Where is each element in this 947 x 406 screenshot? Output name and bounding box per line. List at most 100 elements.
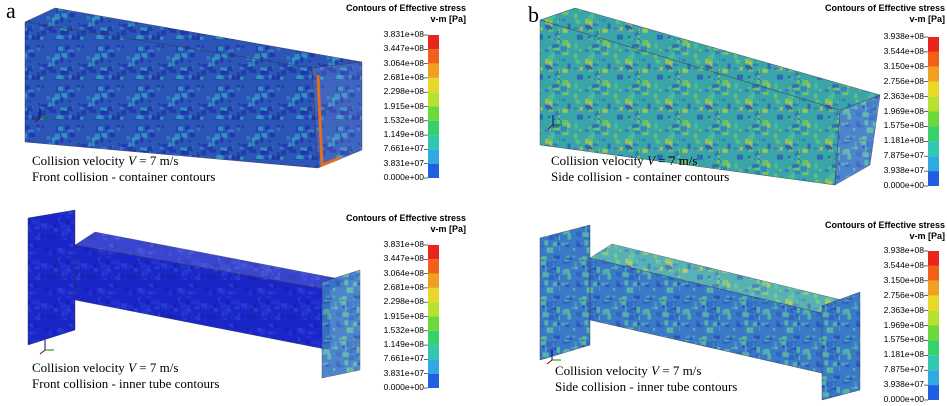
caption-line: Front collision - inner tube contours <box>32 376 219 392</box>
caption-line: Collision velocity V = 7 m/s <box>32 153 215 169</box>
color-segment <box>428 359 439 373</box>
legend-unit: v-m [Pa] <box>430 224 466 234</box>
legend-tick: 1.532e+08 <box>364 115 424 125</box>
figure: abContours of Effective stressv-m [Pa]3.… <box>0 0 947 406</box>
color-segment <box>428 274 439 288</box>
color-segment <box>928 281 939 296</box>
surface <box>540 225 590 360</box>
legend-title: Contours of Effective stress <box>825 220 945 230</box>
legend-tick: 3.831e+08 <box>364 239 424 249</box>
color-segment <box>428 317 439 331</box>
caption-variable: V <box>128 360 136 375</box>
color-segment <box>428 121 439 135</box>
caption-line: Collision velocity V = 7 m/s <box>32 360 219 376</box>
surface <box>822 292 860 400</box>
legend-tick: 1.575e+08 <box>864 334 924 344</box>
caption-text: = 7 m/s <box>662 363 701 378</box>
color-segment <box>928 326 939 341</box>
axis-icon <box>40 350 45 354</box>
color-segment <box>428 49 439 63</box>
axis-icon <box>547 360 552 364</box>
surface <box>322 270 360 378</box>
legend-unit: v-m [Pa] <box>909 231 945 241</box>
legend-tick: 1.969e+08 <box>864 320 924 330</box>
caption-text: = 7 m/s <box>658 153 697 168</box>
caption-variable: V <box>128 153 136 168</box>
legend-tick: 3.150e+08 <box>864 275 924 285</box>
caption-text: Collision velocity <box>555 363 648 378</box>
legend-tick: 3.064e+08 <box>364 268 424 278</box>
caption-line: Collision velocity V = 7 m/s <box>551 153 729 169</box>
legend-tick: 1.149e+08 <box>364 129 424 139</box>
color-segment <box>928 67 939 82</box>
legend-tick: 2.363e+08 <box>864 91 924 101</box>
legend-title: Contours of Effective stress <box>346 3 466 13</box>
panel-label: b <box>528 2 539 28</box>
caption-variable: V <box>651 363 659 378</box>
legend-tick: 3.938e+07 <box>864 379 924 389</box>
legend-tick: 0.000e+00 <box>864 394 924 404</box>
legend-tick: 1.181e+08 <box>864 349 924 359</box>
legend-tick: 7.875e+07 <box>864 364 924 374</box>
legend-tick: 2.298e+08 <box>364 296 424 306</box>
color-segment <box>428 149 439 163</box>
legend-tick: 3.831e+07 <box>364 158 424 168</box>
legend-tick: 2.298e+08 <box>364 86 424 96</box>
caption-line: Collision velocity V = 7 m/s <box>555 363 737 379</box>
color-segment <box>428 64 439 78</box>
color-segment <box>428 331 439 345</box>
legend-tick: 3.544e+08 <box>864 46 924 56</box>
legend-tick: 1.915e+08 <box>364 311 424 321</box>
color-segment <box>928 311 939 326</box>
color-segment <box>428 135 439 149</box>
legend-tick: 3.938e+08 <box>864 245 924 255</box>
legend-tick: 0.000e+00 <box>364 382 424 392</box>
legend-tick: 3.150e+08 <box>864 61 924 71</box>
color-segment <box>928 296 939 311</box>
surface <box>28 210 75 345</box>
panel-label: a <box>6 0 16 24</box>
legend-tick: 1.575e+08 <box>864 120 924 130</box>
color-segment <box>928 370 939 385</box>
color-segment <box>928 112 939 127</box>
legend-tick: 2.756e+08 <box>864 290 924 300</box>
legend-unit: v-m [Pa] <box>909 14 945 24</box>
color-segment <box>428 107 439 121</box>
legend-tick: 1.181e+08 <box>864 135 924 145</box>
legend-tick: 0.000e+00 <box>864 180 924 190</box>
color-segment <box>428 35 439 49</box>
caption-text: Collision velocity <box>32 360 125 375</box>
color-segment <box>428 374 439 388</box>
color-segment <box>428 259 439 273</box>
legend-title: Contours of Effective stress <box>346 213 466 223</box>
caption-text: = 7 m/s <box>139 153 178 168</box>
legend-tick: 1.915e+08 <box>364 101 424 111</box>
legend-tick: 3.447e+08 <box>364 43 424 53</box>
legend-tick: 2.681e+08 <box>364 72 424 82</box>
color-segment <box>928 126 939 141</box>
color-segment <box>928 82 939 97</box>
color-segment <box>928 171 939 186</box>
color-segment <box>428 288 439 302</box>
color-segment <box>928 52 939 67</box>
color-segment <box>928 385 939 400</box>
color-segment <box>928 97 939 112</box>
caption-text: = 7 m/s <box>139 360 178 375</box>
caption-line: Side collision - container contours <box>551 169 729 185</box>
legend-tick: 7.661e+07 <box>364 143 424 153</box>
legend-title: Contours of Effective stress <box>825 3 945 13</box>
legend-tick: 2.756e+08 <box>864 76 924 86</box>
legend-tick: 1.969e+08 <box>864 106 924 116</box>
color-segment <box>928 355 939 370</box>
color-segment <box>928 156 939 171</box>
legend-tick: 2.363e+08 <box>864 305 924 315</box>
caption-line: Front collision - container contours <box>32 169 215 185</box>
color-segment <box>428 78 439 92</box>
color-segment <box>928 266 939 281</box>
caption-text: Collision velocity <box>551 153 644 168</box>
color-segment <box>428 345 439 359</box>
legend-unit: v-m [Pa] <box>430 14 466 24</box>
